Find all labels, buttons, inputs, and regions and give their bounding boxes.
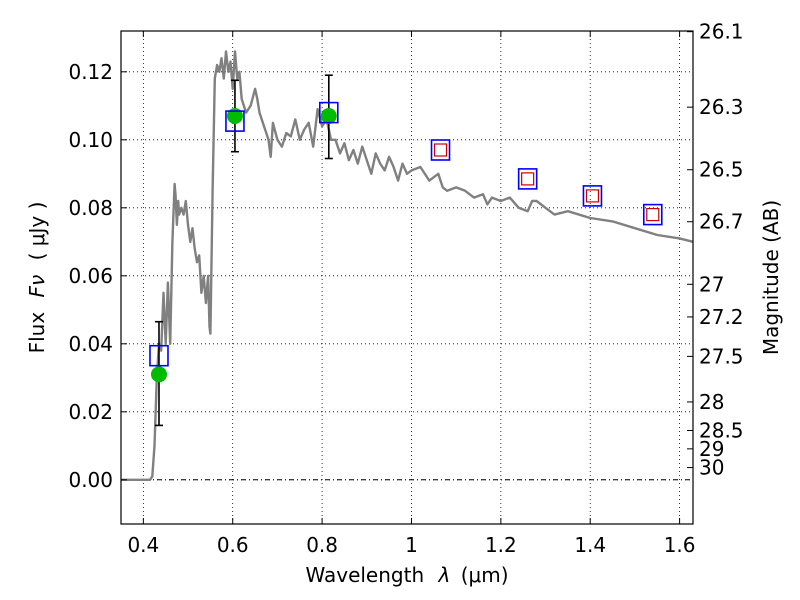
limit-marker [585, 189, 600, 203]
y-tick-label: 0.02 [68, 400, 113, 424]
limit-marker [521, 172, 535, 186]
model-photometry-marker [318, 101, 339, 124]
y-axis: 0.00 0.02 0.04 0.06 0.08 0.10 0.12 [68, 60, 127, 492]
x-tick-label: 0.4 [127, 533, 159, 557]
y2-tick-label: 26.3 [699, 95, 744, 119]
y2-tick-label: 27 [699, 272, 724, 296]
y2-tick-label: 27.2 [699, 305, 744, 329]
x-axis-label: Wavelength λ (μm) [305, 563, 508, 587]
y-tick-label: 0.06 [68, 264, 113, 288]
model-photometry-marker [430, 139, 451, 161]
x-tick-label: 0.6 [217, 533, 249, 557]
y2-tick-label: 28.5 [699, 419, 744, 443]
x-tick-label: 1.6 [664, 533, 696, 557]
y2-tick-label: 28 [699, 390, 724, 414]
observed-point [150, 366, 167, 383]
plot-frame [120, 30, 694, 525]
y2-axis-label: Magnitude (AB) [759, 200, 783, 355]
x-tick-label: 1.2 [485, 533, 517, 557]
x-tick-label: 1.4 [574, 533, 606, 557]
y-axis-label-symbol: Fν [25, 275, 49, 298]
x-tick-label: 1 [405, 533, 418, 557]
series-layer [121, 50, 694, 481]
observed-point [320, 108, 337, 124]
y2-tick-label: 26.7 [699, 210, 744, 234]
model-photometry-marker [642, 203, 663, 226]
y-tick-label: 0.04 [68, 332, 113, 356]
y-axis-label: Flux Fν ( μJy ) [25, 202, 49, 354]
y2-tick-label: 27.5 [699, 344, 744, 368]
model-photometry-marker [149, 344, 169, 367]
y-axis-label-unit: ( μJy ) [25, 202, 49, 261]
y2-tick-label: 30 [699, 456, 724, 480]
x-axis: 0.4 0.6 0.8 1 1.2 1.4 1.6 [127, 31, 696, 557]
x-axis-label-prefix: Wavelength [305, 563, 424, 587]
y2-tick-label: 29 [699, 437, 724, 461]
y-tick-label: 0.12 [68, 60, 113, 84]
x-axis-label-symbol: λ [438, 563, 451, 587]
model-photometry-marker [517, 168, 538, 190]
y-tick-label: 0.10 [68, 128, 113, 152]
y-axis-label-prefix: Flux [25, 312, 49, 354]
y2-tick-label: 26.1 [699, 20, 744, 44]
observed-point [226, 108, 243, 124]
model-photometry-marker [225, 110, 245, 132]
limit-marker [646, 208, 660, 222]
y2-tick-label: 26.5 [699, 158, 744, 182]
y-tick-label: 0.08 [68, 196, 113, 220]
model-spectrum-line [121, 50, 694, 481]
x-axis-label-unit: (μm) [461, 563, 509, 587]
limit-marker [433, 143, 448, 157]
model-photometry-marker [582, 185, 603, 207]
y-tick-label: 0.00 [68, 468, 113, 492]
x-tick-label: 0.8 [306, 533, 338, 557]
